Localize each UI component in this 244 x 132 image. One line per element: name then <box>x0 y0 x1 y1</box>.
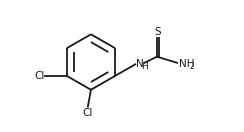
Text: H: H <box>142 62 148 71</box>
Text: Cl: Cl <box>34 71 44 81</box>
Text: NH: NH <box>179 59 194 69</box>
Text: S: S <box>154 27 161 37</box>
Text: N: N <box>136 59 144 69</box>
Text: 2: 2 <box>190 62 194 71</box>
Text: Cl: Cl <box>83 108 93 118</box>
